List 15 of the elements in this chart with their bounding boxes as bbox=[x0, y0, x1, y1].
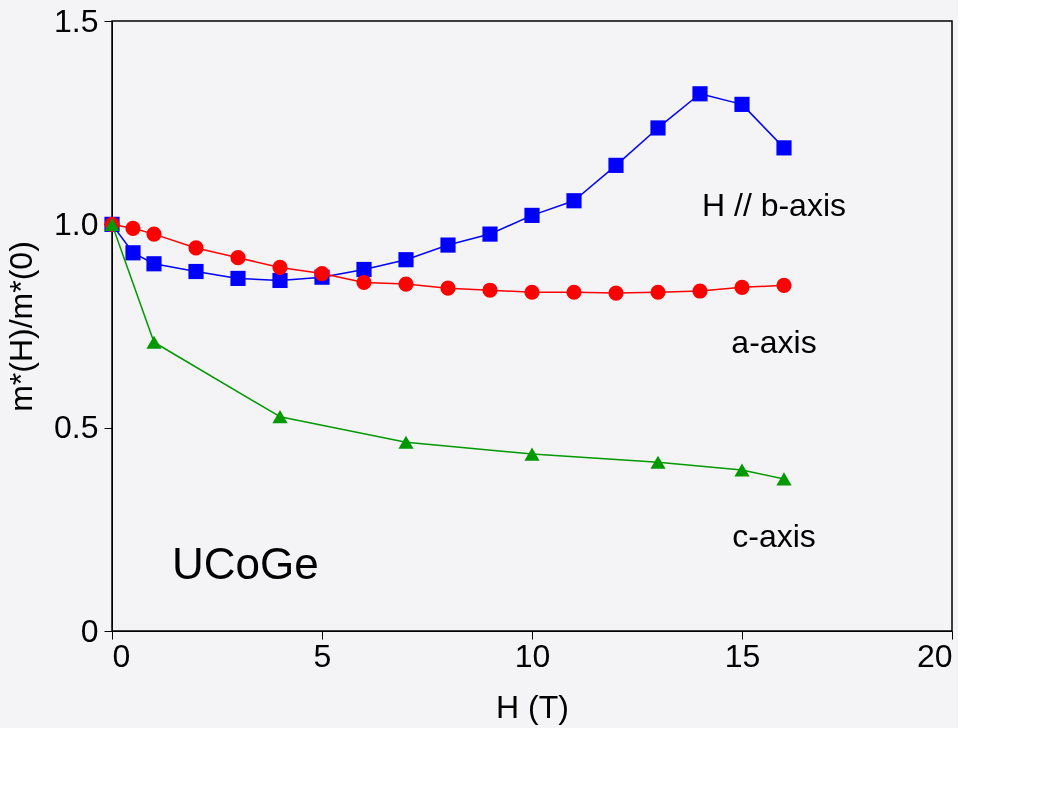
y-tick-label: 0 bbox=[80, 612, 99, 649]
series-label: H // b-axis bbox=[701, 186, 847, 223]
x-tick-label: 10 bbox=[514, 637, 551, 674]
series-label: a-axis bbox=[731, 324, 817, 361]
x-tick-label: 15 bbox=[724, 637, 761, 674]
x-tick-label: 0 bbox=[112, 637, 131, 674]
x-tick-label: 5 bbox=[313, 637, 332, 674]
y-tick-label: 1.0 bbox=[54, 205, 99, 242]
y-tick-label: 1.5 bbox=[54, 2, 99, 39]
annotation: UCoGe bbox=[172, 539, 319, 588]
y-tick-label: 0.5 bbox=[54, 409, 99, 446]
series-label: c-axis bbox=[732, 517, 816, 554]
x-tick-label: 20 bbox=[916, 637, 953, 674]
y-axis-title: m*(H)/m*(0) bbox=[3, 241, 40, 412]
x-axis-title: H (T) bbox=[496, 688, 569, 725]
